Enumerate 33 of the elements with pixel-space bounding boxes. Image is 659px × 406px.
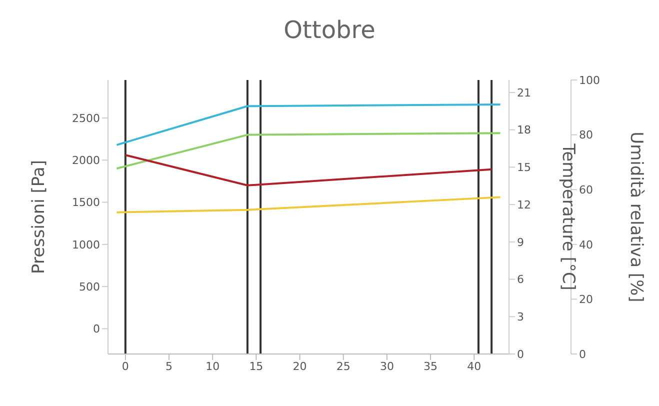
y3-tick-label: 100 [579, 74, 600, 87]
y2-tick-label: 18 [517, 124, 531, 137]
y2-tick-label: 9 [517, 236, 524, 249]
x-tick-label: 0 [122, 360, 129, 373]
x-tick-label: 20 [292, 360, 307, 373]
y2-tick-label: 21 [517, 86, 531, 100]
y-tick-label: 1000 [72, 238, 100, 252]
x-tick-label: 30 [380, 360, 394, 373]
y2-tick-label: 0 [517, 348, 524, 361]
y-tick-label: 0 [93, 322, 100, 336]
y-tick-label: 2000 [72, 154, 100, 167]
y-tick-label: 2500 [72, 112, 100, 125]
x-tick-label: 35 [424, 360, 438, 373]
y3-tick-label: 80 [579, 128, 593, 142]
y-tick-label: 1500 [72, 196, 100, 210]
x-tick-label: 25 [336, 360, 350, 373]
y3-tick-label: 60 [579, 184, 593, 197]
x-tick-label: 10 [206, 360, 220, 373]
y2-tick-label: 12 [517, 198, 531, 212]
y-tick-label: 500 [79, 280, 100, 294]
chart-title: Ottobre [282, 15, 376, 46]
x-tick-label: 15 [249, 360, 264, 373]
y3-tick-label: 40 [579, 238, 593, 252]
y2-tick-label: 15 [517, 161, 531, 174]
x-tick-label: 40 [467, 360, 482, 373]
y3-axis-title: Umidità relativa [%] [626, 132, 646, 302]
y3-tick-label: 0 [579, 348, 586, 361]
x-tick-label: 5 [166, 360, 173, 373]
y2-tick-label: 6 [517, 273, 524, 286]
y2-axis-title: Temperature [°C] [558, 142, 578, 290]
y3-tick-label: 20 [579, 293, 593, 306]
y2-tick-label: 3 [517, 310, 524, 324]
y-axis-title: Pressioni [Pa] [29, 160, 50, 274]
